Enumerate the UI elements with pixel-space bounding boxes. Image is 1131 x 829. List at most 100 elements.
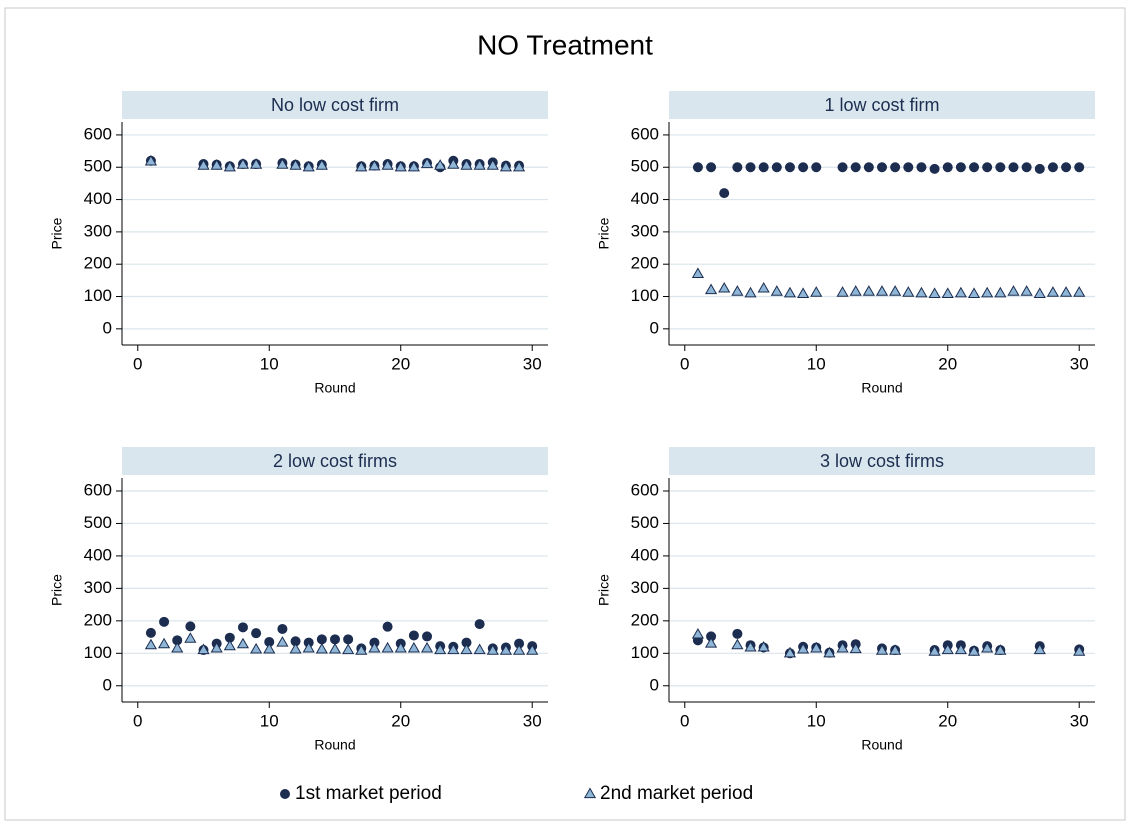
triangle-point [250,158,263,169]
panel-header [122,447,548,475]
dot-point [692,162,703,173]
triangle-point [407,160,420,172]
triangle-point [810,641,823,653]
triangle-point [1033,287,1046,299]
dot-point [251,628,262,639]
triangle-point [954,286,967,298]
triangle-point [381,641,394,653]
triangle-point [704,283,718,295]
dot-point [1061,162,1072,173]
triangle-point [1059,286,1073,297]
triangle-point [967,287,981,299]
triangle-point [236,158,250,169]
y-tick-label: 300 [84,578,112,597]
dot-point [732,162,743,173]
triangle-point [473,643,486,655]
triangle-point [954,643,967,655]
y-tick-label: 400 [631,189,659,208]
triangle-point [499,160,513,172]
triangle-point [210,159,223,170]
triangle-point [512,644,526,655]
dot-point [929,163,940,174]
triangle-point [144,154,158,166]
triangle-point [434,643,447,655]
x-tick-label: 10 [260,354,279,373]
triangle-point [302,160,315,172]
dot-point [916,162,927,173]
y-tick-label: 600 [631,124,659,143]
triangle-point [810,286,823,297]
triangle-point [889,285,902,296]
triangle-point [276,636,289,647]
y-axis-label: Price [49,217,65,249]
triangle-point [434,159,447,170]
y-tick-label: 200 [84,254,112,273]
x-tick-label: 10 [807,711,826,730]
dot-point [706,162,717,173]
dot-point [955,162,966,173]
x-tick-label: 30 [1070,354,1089,373]
dot-point [969,162,980,173]
triangle-point [731,638,744,650]
dot-point [811,162,822,173]
x-tick-label: 20 [391,711,410,730]
legend-label: 2nd market period [600,783,753,804]
y-tick-label: 600 [84,124,112,143]
dot-point [837,162,848,173]
x-tick-label: 0 [680,354,689,373]
y-tick-label: 600 [84,480,112,499]
dot-point [330,634,340,645]
triangle-point [315,159,328,170]
x-axis-label: Round [861,380,902,396]
x-tick-label: 30 [523,354,542,373]
triangle-point [223,639,236,651]
dot-point [863,162,874,173]
triangle-point [836,286,849,297]
triangle-point [315,642,328,654]
triangle-point [744,640,757,652]
y-tick-label: 200 [84,610,112,629]
triangle-point [236,637,250,649]
dot-point [758,162,769,173]
y-tick-label: 0 [650,318,659,337]
triangle-point [981,286,994,298]
triangle-point [889,644,902,655]
dot-point [706,631,717,642]
y-tick-label: 300 [631,221,659,240]
dot-point [316,634,327,645]
panel-title: No low cost firm [271,95,399,115]
triangle-point [836,641,849,653]
x-axis-label: Round [861,737,902,753]
x-tick-label: 30 [1070,711,1089,730]
dot-point [982,162,993,173]
dot-point [850,162,861,173]
triangle-point [691,267,705,278]
dot-point [798,162,809,173]
x-tick-label: 0 [133,354,142,373]
triangle-point [1073,286,1086,297]
dot-point [514,638,525,649]
triangle-point [1033,643,1046,655]
y-tick-label: 100 [84,643,112,662]
triangle-point [928,645,941,656]
y-tick-label: 0 [103,318,112,337]
panel-title: 1 low cost firm [824,95,939,115]
triangle-point [783,286,797,298]
dot-point [474,619,485,630]
y-tick-label: 600 [631,480,659,499]
y-axis-label: Price [49,574,65,606]
y-tick-label: 300 [84,221,112,240]
triangle-point [473,159,486,170]
triangle-point [197,159,210,170]
x-axis-label: Round [314,380,355,396]
triangle-point [210,641,223,653]
triangle-point [1046,286,1060,297]
triangle-point [875,644,889,655]
dot-point [1034,163,1045,174]
triangle-point [731,285,744,296]
triangle-point [1020,285,1033,296]
triangle-point [981,641,994,653]
triangle-point [512,160,526,172]
dot-point [732,628,743,639]
triangle-point [328,642,342,654]
